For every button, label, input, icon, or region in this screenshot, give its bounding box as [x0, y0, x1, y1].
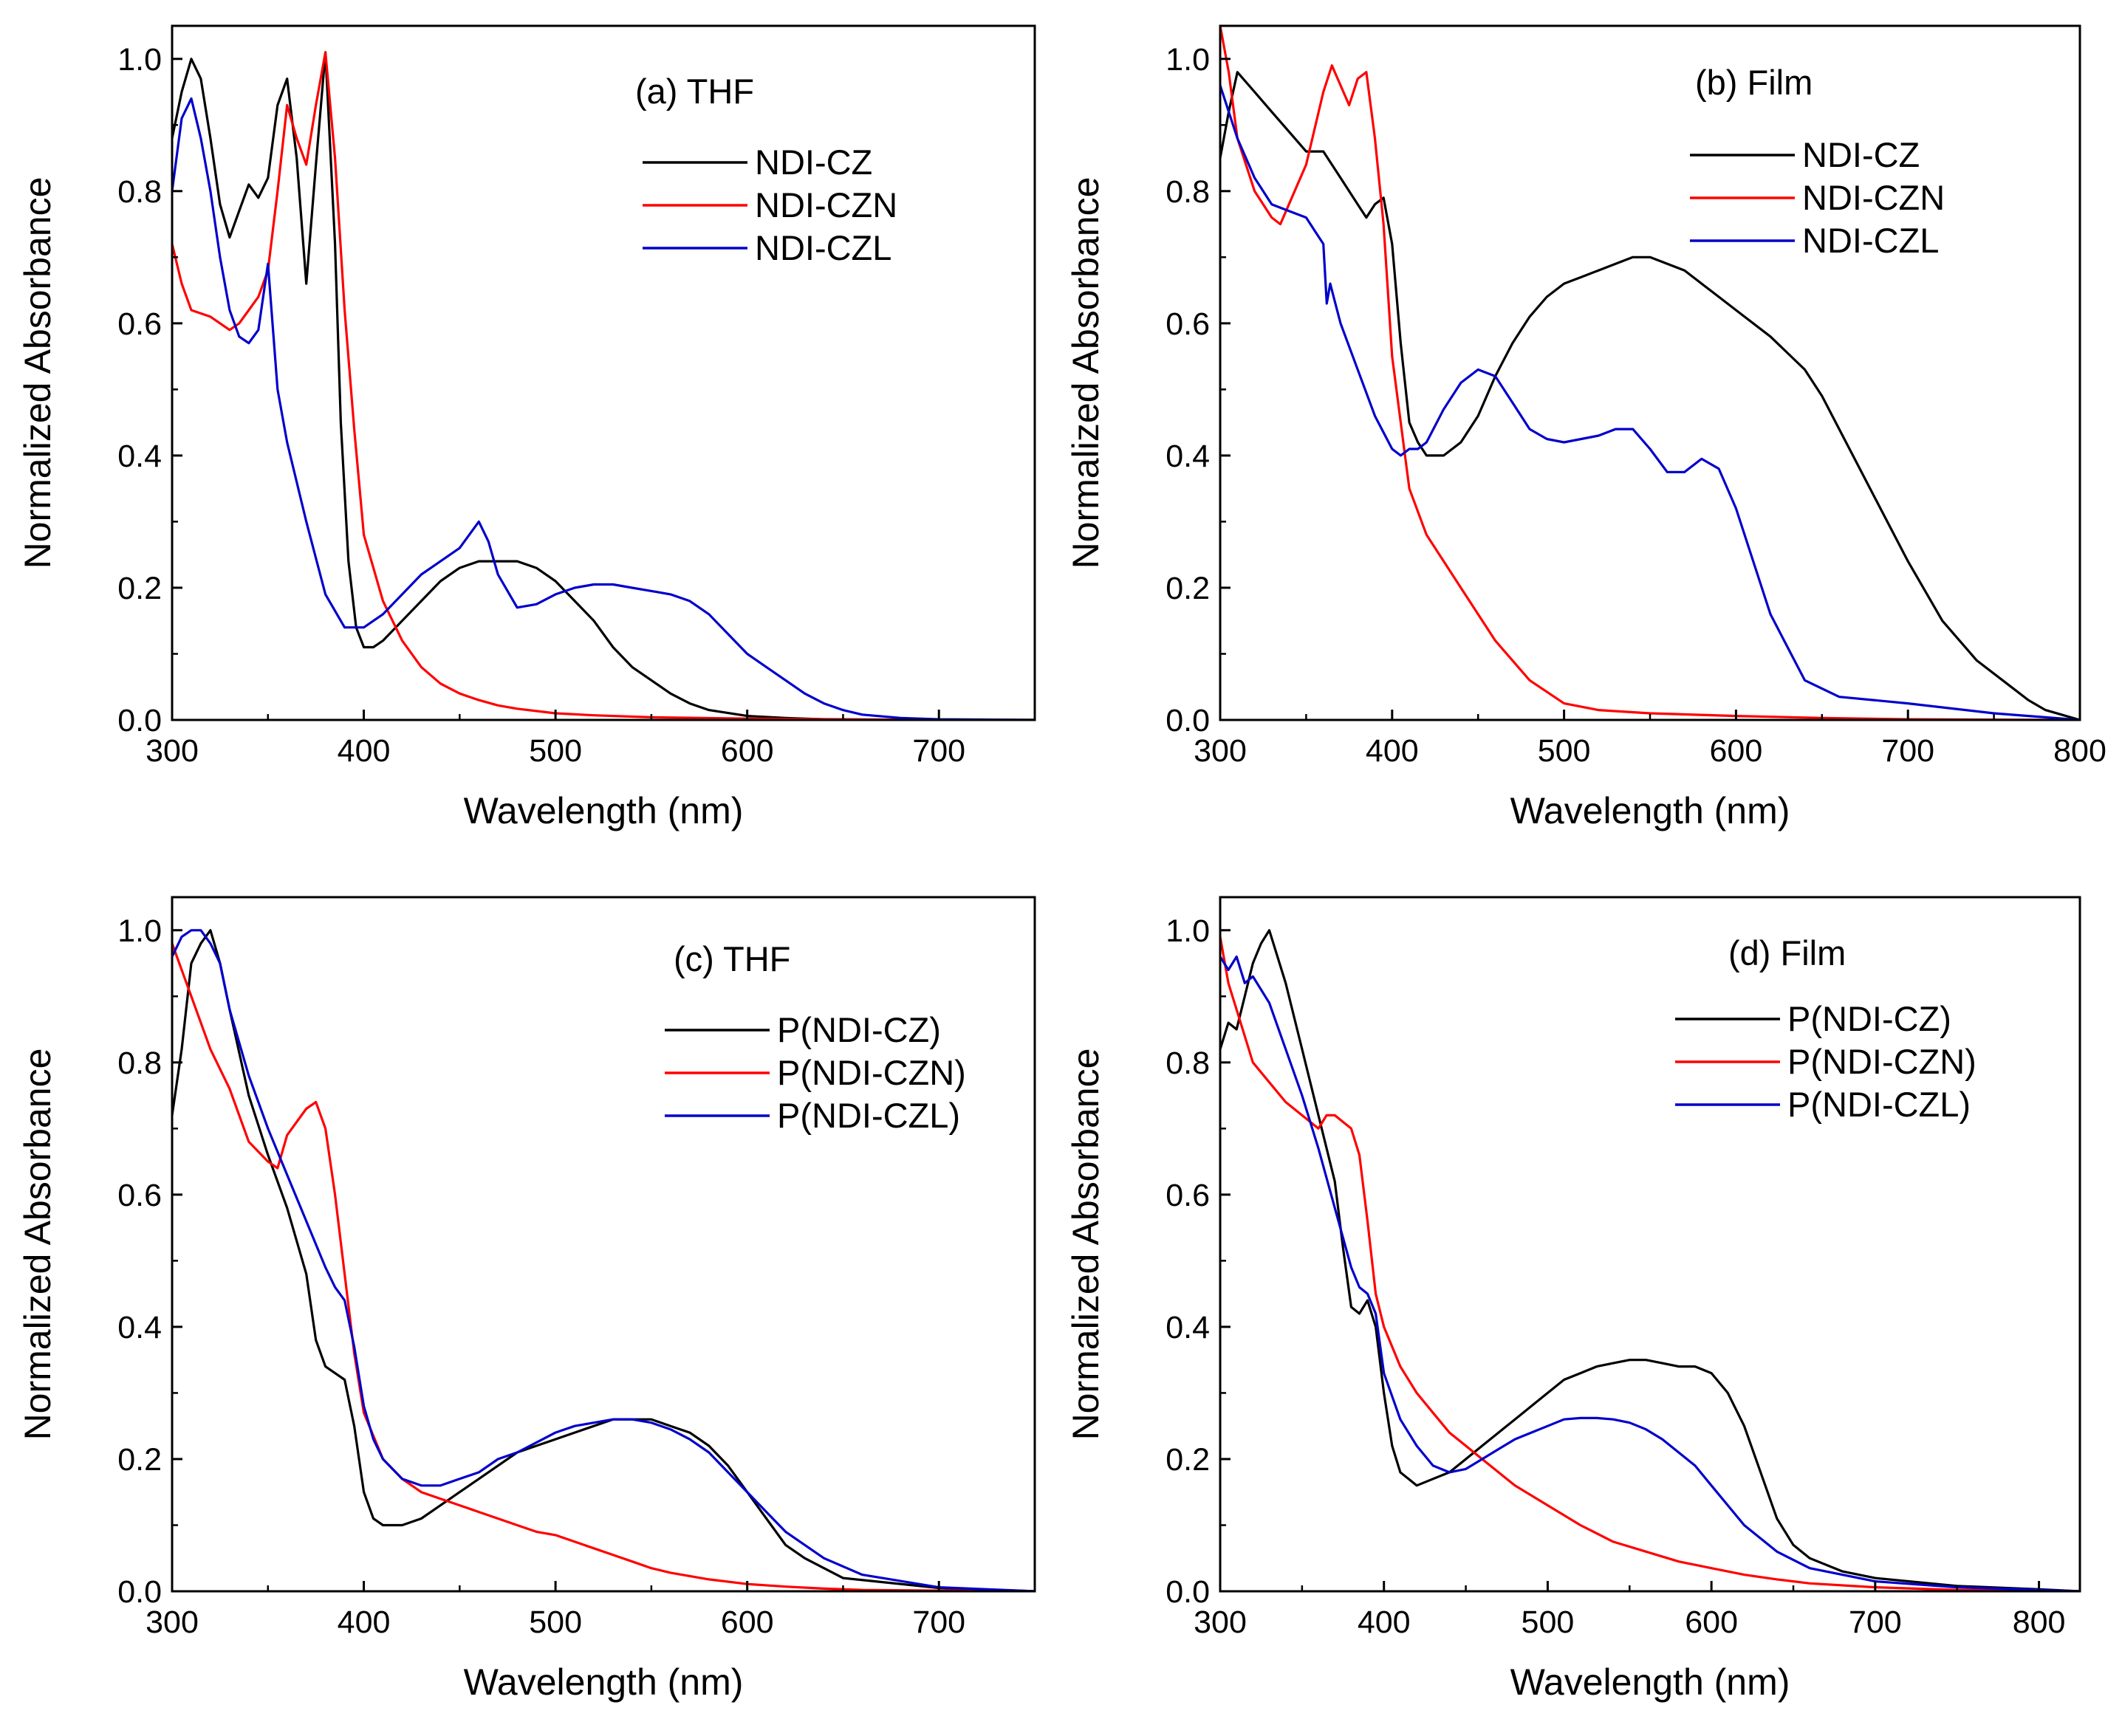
plot-frame [171, 896, 1036, 1593]
x-tick-label: 600 [721, 733, 774, 769]
x-tick-label: 500 [1538, 733, 1591, 769]
y-tick-label: 0.0 [1166, 703, 1210, 738]
x-tick-label: 300 [1194, 733, 1247, 769]
legend-label: NDI-CZN [1802, 178, 1945, 217]
y-tick-label: 0.8 [1166, 1046, 1210, 1081]
x-axis-label: Wavelength (nm) [1510, 790, 1790, 831]
x-tick-label: 600 [1685, 1605, 1738, 1640]
legend-label: P(NDI-CZ) [777, 1010, 941, 1049]
x-axis-label: Wavelength (nm) [1510, 1661, 1790, 1703]
y-tick-label: 0.8 [1166, 174, 1210, 210]
series-line-ndi-czl [172, 97, 1035, 720]
x-tick-label: 700 [912, 1605, 965, 1640]
x-tick-label: 700 [1849, 1605, 1902, 1640]
y-tick-label: 1.0 [117, 913, 162, 949]
y-axis-label: Normalized Absorbance [17, 1049, 58, 1441]
panel-d: 300 400 500 600 700 800 0.0 0.2 0.4 0.6 0.8 1.0 Wave… [1065, 896, 2081, 1703]
y-tick-label: 0.0 [117, 1574, 162, 1610]
y-tick-label: 0.2 [117, 571, 162, 606]
y-tick-label: 0.2 [1166, 1442, 1210, 1478]
x-tick-label: 400 [1358, 1605, 1411, 1640]
x-tick-label: 700 [1881, 733, 1934, 769]
x-tick-label: 400 [1366, 733, 1419, 769]
x-axis-label: Wavelength (nm) [464, 1661, 744, 1703]
legend-label: NDI-CZL [755, 228, 891, 267]
y-tick-label: 0.6 [117, 306, 162, 342]
panel-b: 300 400 500 600 700 800 0.0 0.2 0.4 0.6 0.8 1.0 Wave… [1065, 24, 2106, 831]
y-axis-label: Normalized Absorbance [1065, 177, 1106, 569]
series-line-p-ndi-czn [1220, 936, 2080, 1591]
x-tick-label: 400 [338, 733, 391, 769]
legend-label: NDI-CZL [1802, 221, 1939, 260]
x-tick-label: 300 [146, 733, 199, 769]
y-tick-label: 0.6 [117, 1178, 162, 1213]
series-line-ndi-cz [1220, 71, 2080, 720]
y-tick-label: 0.4 [117, 1310, 162, 1345]
series-line-ndi-czn [1220, 26, 2080, 720]
series-line-p-ndi-cz [1220, 929, 2080, 1591]
plot-frame [171, 24, 1036, 721]
panel-label: (b) Film [1695, 63, 1813, 102]
panel-a: 300 400 500 600 700 0.0 0.2 0.4 0.6 0.8 1.0 Wavelen… [17, 24, 1036, 831]
series-line-ndi-czl [1220, 85, 2080, 720]
series-line-p-ndi-czl [172, 929, 1035, 1591]
legend-label: P(NDI-CZN) [777, 1053, 966, 1092]
x-tick-label: 600 [721, 1605, 774, 1640]
series-line-p-ndi-czl [1220, 956, 2080, 1591]
x-tick-label: 500 [529, 733, 582, 769]
panel-label: (a) THF [635, 72, 754, 111]
panel-label: (d) Film [1728, 933, 1846, 972]
y-tick-label: 0.4 [1166, 1310, 1210, 1345]
x-axis-label: Wavelength (nm) [464, 790, 744, 831]
series-line-p-ndi-cz [172, 929, 1035, 1591]
legend-label: P(NDI-CZN) [1787, 1042, 1976, 1081]
legend-label: NDI-CZ [755, 143, 872, 182]
y-tick-label: 1.0 [1166, 42, 1210, 78]
series-line-ndi-cz [172, 51, 1035, 720]
y-tick-label: 0.2 [1166, 571, 1210, 606]
y-tick-label: 0.6 [1166, 1178, 1210, 1213]
series-line-p-ndi-czn [172, 943, 1035, 1591]
legend-label: P(NDI-CZ) [1787, 999, 1951, 1038]
legend-label: P(NDI-CZL) [777, 1096, 960, 1135]
legend-label: P(NDI-CZL) [1787, 1085, 1971, 1124]
panel-c: 300 400 500 600 700 0.0 0.2 0.4 0.6 0.8 1.0 Wavelen… [17, 896, 1036, 1703]
legend-label: NDI-CZN [755, 185, 897, 224]
y-tick-label: 0.6 [1166, 306, 1210, 342]
x-tick-label: 500 [1522, 1605, 1575, 1640]
x-tick-label: 300 [146, 1605, 199, 1640]
y-tick-label: 0.4 [117, 439, 162, 474]
x-tick-label: 500 [529, 1605, 582, 1640]
x-tick-label: 700 [912, 733, 965, 769]
y-tick-label: 0.8 [117, 1046, 162, 1081]
x-tick-label: 800 [2013, 1605, 2066, 1640]
y-tick-label: 0.2 [117, 1442, 162, 1478]
panel-label: (c) THF [674, 939, 790, 978]
y-axis-label: Normalized Absorbance [17, 177, 58, 569]
y-tick-label: 1.0 [117, 42, 162, 78]
y-axis-label: Normalized Absorbance [1065, 1049, 1106, 1441]
x-tick-label: 800 [2053, 733, 2106, 769]
y-tick-label: 1.0 [1166, 913, 1210, 949]
y-tick-label: 0.0 [117, 703, 162, 738]
legend-label: NDI-CZ [1802, 135, 1920, 174]
plot-frame [1219, 896, 2081, 1593]
x-tick-label: 400 [338, 1605, 391, 1640]
x-tick-label: 300 [1194, 1605, 1247, 1640]
x-tick-label: 600 [1710, 733, 1763, 769]
y-tick-label: 0.8 [117, 174, 162, 210]
y-tick-label: 0.0 [1166, 1574, 1210, 1610]
y-tick-label: 0.4 [1166, 439, 1210, 474]
series-line-ndi-czn [172, 51, 1035, 720]
